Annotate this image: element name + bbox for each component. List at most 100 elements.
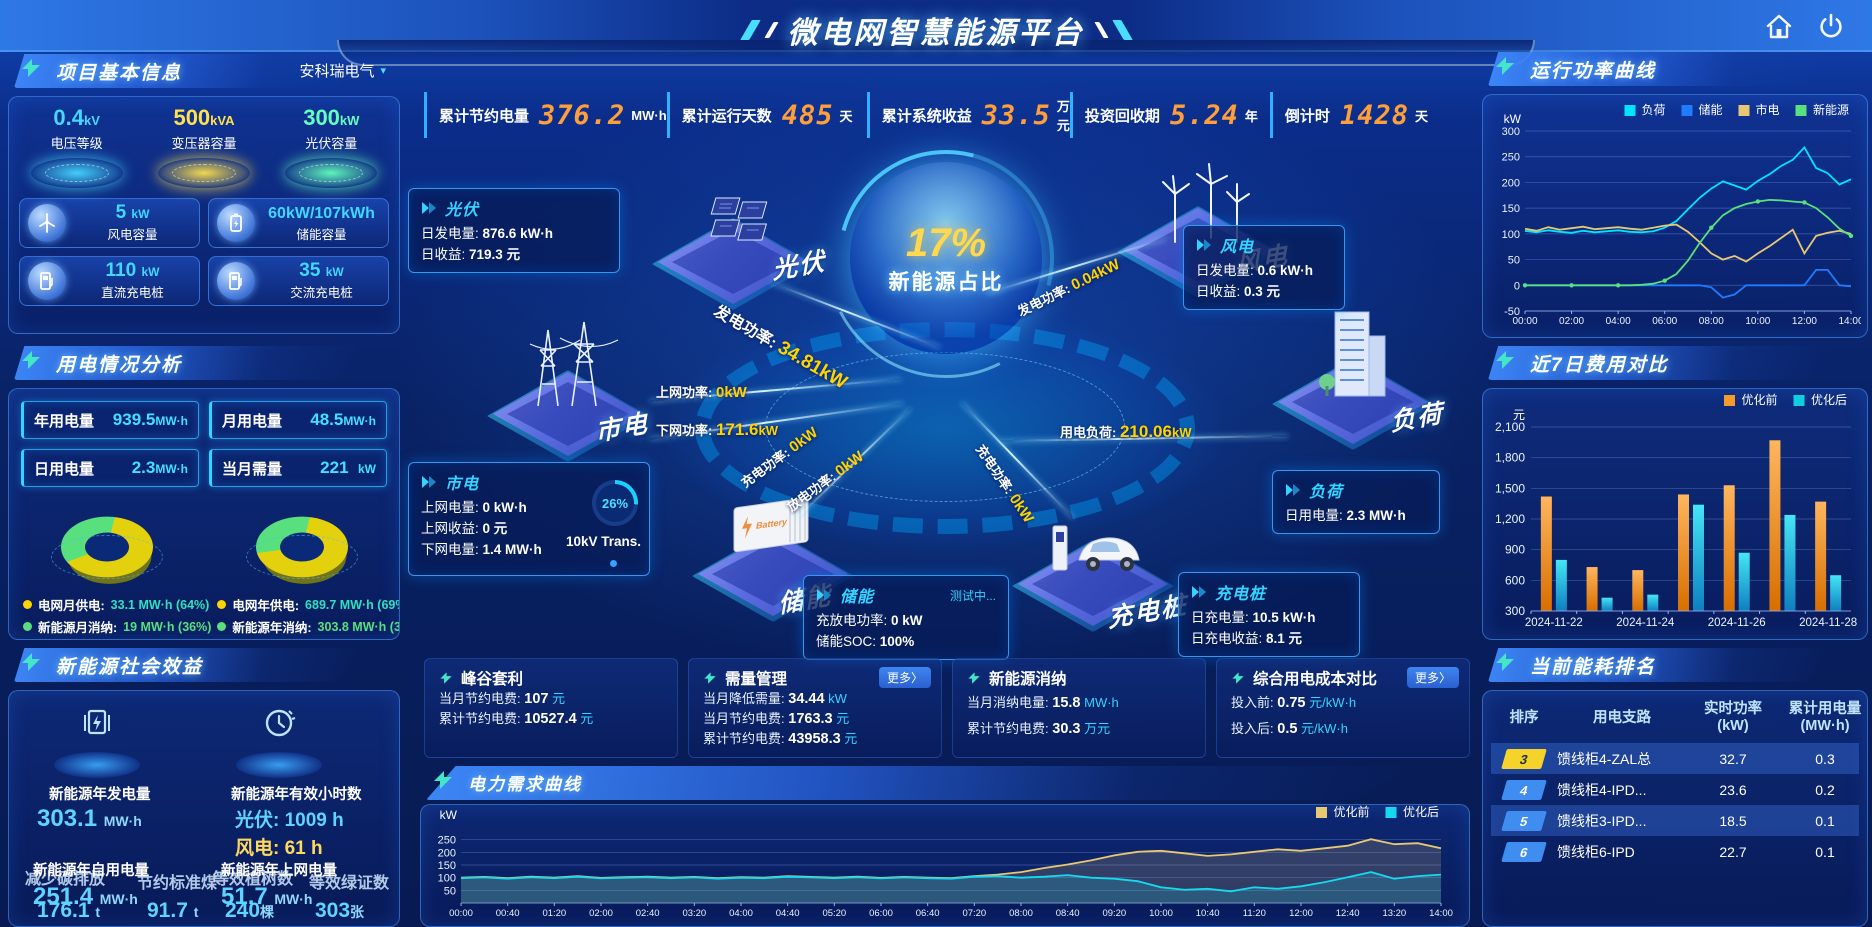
stat-month-usage: 月用电量 48.5MW·h bbox=[209, 401, 387, 439]
supply-legend: 电网月供电: 33.1 MW·h (64%) 电网年供电: 689.7 MW·h (… bbox=[9, 579, 399, 636]
table-header: 排序 用电支路 实时功率 (kW) 累计用电量 (MW·h) bbox=[1509, 701, 1862, 734]
node-load[interactable]: 负荷 bbox=[1270, 300, 1445, 450]
more-button[interactable]: 更多〉 bbox=[1406, 667, 1459, 688]
svg-text:04:00: 04:00 bbox=[729, 908, 753, 919]
panel-corner-icon bbox=[22, 59, 40, 77]
node-charger[interactable]: 充电桩 bbox=[1010, 482, 1189, 633]
header-title-wrap: 微电网智慧能源平台 bbox=[0, 8, 1872, 52]
table-row[interactable]: 4 馈线柜4-IPD... 23.6 0.2 bbox=[1491, 774, 1859, 805]
flow-load-power: 用电负荷: 210.06kW bbox=[1060, 422, 1192, 441]
title-deco-slash-icon bbox=[1093, 22, 1109, 38]
supply-donuts bbox=[9, 501, 399, 583]
table-row[interactable]: 6 馈线柜6-IPD 22.7 0.1 bbox=[1491, 836, 1859, 867]
center-sphere: 17% 新能源占比 bbox=[794, 106, 1098, 410]
status-badge: 测试中... bbox=[949, 588, 996, 603]
arrow-bullet-icon bbox=[422, 476, 436, 488]
strategy-boxes: 峰谷套利 当月节约电费: 107 元 累计节约电费: 10527.4 元 需量管… bbox=[424, 658, 1470, 758]
svg-text:2024-11-26: 2024-11-26 bbox=[1708, 617, 1766, 629]
energy-rank-table: 排序 用电支路 实时功率 (kW) 累计用电量 (MW·h) 3 馈线柜4-ZAL总… bbox=[1483, 691, 1867, 867]
power-icon[interactable] bbox=[1816, 12, 1846, 42]
legend-newenergy-month: 新能源月消纳: 19 MW·h (36%) bbox=[23, 617, 211, 636]
svg-text:00:40: 00:40 bbox=[496, 908, 520, 919]
charger-icon bbox=[217, 262, 255, 300]
svg-text:12:00: 12:00 bbox=[1792, 316, 1817, 327]
transformer-gauge-label: 10kV Trans. bbox=[566, 534, 642, 549]
panel-usage-analysis: 用电情况分析 年用电量 939.5MW·h 月用电量 48.5MW·h 日用电量 2.… bbox=[8, 344, 400, 640]
panel-corner-icon bbox=[1496, 351, 1514, 369]
run-power-chart: kW -50 0 50 100 150 200 250 300 00:00 02:00 04:00 06… bbox=[1502, 102, 1864, 327]
benefit-togrid-value: 51.7 MW·h bbox=[221, 883, 313, 910]
svg-text:优化前: 优化前 bbox=[1333, 805, 1369, 819]
rank-badge: 3 bbox=[1501, 748, 1547, 769]
panel-corner-icon bbox=[1496, 57, 1514, 75]
svg-text:2024-11-24: 2024-11-24 bbox=[1616, 617, 1675, 629]
title-deco-slash-icon bbox=[763, 22, 779, 38]
chevron-down-icon: ▾ bbox=[380, 65, 386, 77]
svg-text:1,800: 1,800 bbox=[1495, 451, 1525, 465]
generator-icon bbox=[84, 709, 110, 735]
legend-grid-year: 电网年供电:689.7 MW·h (69%) bbox=[217, 595, 399, 614]
benefit-hours-pv: 光伏: 1009 h bbox=[235, 810, 344, 831]
panel-cost-compare: 近7日费用对比 元 300 600 900 1,200 1,500 1,800 2,100 20… bbox=[1482, 344, 1868, 640]
svg-text:14:00: 14:00 bbox=[1429, 908, 1453, 919]
arrow-bullet-icon bbox=[817, 589, 831, 601]
svg-text:2,100: 2,100 bbox=[1495, 420, 1525, 434]
benefit-selfuse-label: 新能源年自用电量 bbox=[33, 863, 149, 879]
panel-title: 新能源社会效益 bbox=[56, 657, 204, 678]
usage-stats: 年用电量 939.5MW·h 月用电量 48.5MW·h 日用电量 2.3MW·h 当… bbox=[9, 389, 399, 487]
capacity-podiums: 0.4kV 电压等级 500kVA 变压器容量 300kW 光伏容量 bbox=[9, 97, 399, 188]
panel-corner-icon bbox=[440, 672, 452, 684]
panel-corner-icon bbox=[434, 771, 452, 789]
svg-text:150: 150 bbox=[1502, 203, 1520, 215]
arrow-bullet-icon bbox=[1286, 484, 1300, 496]
benefit-trees-value: 240棵 bbox=[225, 899, 275, 922]
rank-badge: 6 bbox=[1501, 841, 1547, 862]
benefit-gen-label: 新能源年发电量 bbox=[49, 787, 151, 803]
svg-text:12:00: 12:00 bbox=[1289, 908, 1313, 919]
panel-corner-icon bbox=[968, 672, 980, 684]
svg-text:06:00: 06:00 bbox=[1652, 316, 1677, 327]
box-newenergy-consumption: 新能源消纳 当月消纳电量: 15.8 MW·h 累计节约电费: 30.3 万元 bbox=[952, 658, 1206, 758]
svg-text:12:40: 12:40 bbox=[1336, 908, 1360, 919]
benefit-hours-wind: 风电: 61 h bbox=[235, 838, 323, 859]
stat-year-usage: 年用电量 939.5MW·h bbox=[21, 401, 199, 439]
ev-car-charging-icon bbox=[1052, 525, 1140, 571]
node-grid[interactable]: 市电 bbox=[485, 312, 655, 462]
wind-turbine-icon bbox=[28, 204, 66, 242]
company-dropdown[interactable]: 安科瑞电气 ▾ bbox=[299, 63, 386, 80]
building-icon bbox=[1319, 311, 1386, 397]
svg-text:2024-11-28: 2024-11-28 bbox=[1799, 617, 1857, 629]
svg-text:03:20: 03:20 bbox=[682, 908, 706, 919]
panel-title: 电力需求曲线 bbox=[468, 775, 582, 794]
panel-energy-rank: 当前能耗排名 排序 用电支路 实时功率 (kW) 累计用电量 (MW·h) 3 馈线… bbox=[1482, 646, 1868, 927]
svg-text:50: 50 bbox=[1508, 255, 1520, 267]
newenergy-percentage-label: 新能源占比 bbox=[888, 270, 1004, 294]
svg-text:300: 300 bbox=[1502, 126, 1520, 138]
kpi-statbar: 累计节约电量 376.2 MW·h 累计运行天数 485 天 累计系统收益 33.5 万元 … bbox=[424, 92, 1470, 138]
home-icon[interactable] bbox=[1764, 12, 1794, 42]
svg-text:01:20: 01:20 bbox=[542, 908, 566, 919]
card-storage-capacity: 60kW/107kWh 储能容量 bbox=[208, 198, 389, 248]
panel-title: 运行功率曲线 bbox=[1530, 61, 1657, 82]
benefit-hours-label: 新能源年有效小时数 bbox=[231, 787, 362, 803]
kpi-countdown: 倒计时 1428 天 bbox=[1269, 92, 1470, 138]
svg-text:250: 250 bbox=[1502, 152, 1520, 164]
panel-title: 当前能耗排名 bbox=[1530, 657, 1657, 678]
solar-panels-icon bbox=[710, 197, 768, 241]
charger-icon bbox=[28, 262, 66, 300]
node-pv[interactable]: 光伏 bbox=[650, 160, 827, 310]
node-storage[interactable]: Battery 储能 bbox=[690, 472, 860, 622]
svg-text:50: 50 bbox=[444, 885, 456, 897]
svg-text:1,500: 1,500 bbox=[1495, 481, 1525, 495]
table-row[interactable]: 5 馈线柜3-IPD... 18.5 0.1 bbox=[1491, 805, 1859, 836]
box-cost-comparison: 综合用电成本对比 更多〉 投入前: 0.75 元/kW·h 投入后: 0.5 元… bbox=[1216, 658, 1470, 758]
svg-text:10:00: 10:00 bbox=[1149, 908, 1173, 919]
svg-text:200: 200 bbox=[1502, 177, 1520, 189]
more-button[interactable]: 更多〉 bbox=[878, 667, 931, 688]
svg-text:600: 600 bbox=[1505, 573, 1525, 587]
svg-text:02:40: 02:40 bbox=[636, 908, 660, 919]
legend-newenergy-year: 新能源年消纳:303.8 MW·h (31%) bbox=[217, 617, 399, 636]
table-row[interactable]: 3 馈线柜4-ZAL总 32.7 0.3 bbox=[1491, 743, 1859, 774]
panel-corner-icon bbox=[1496, 653, 1514, 671]
